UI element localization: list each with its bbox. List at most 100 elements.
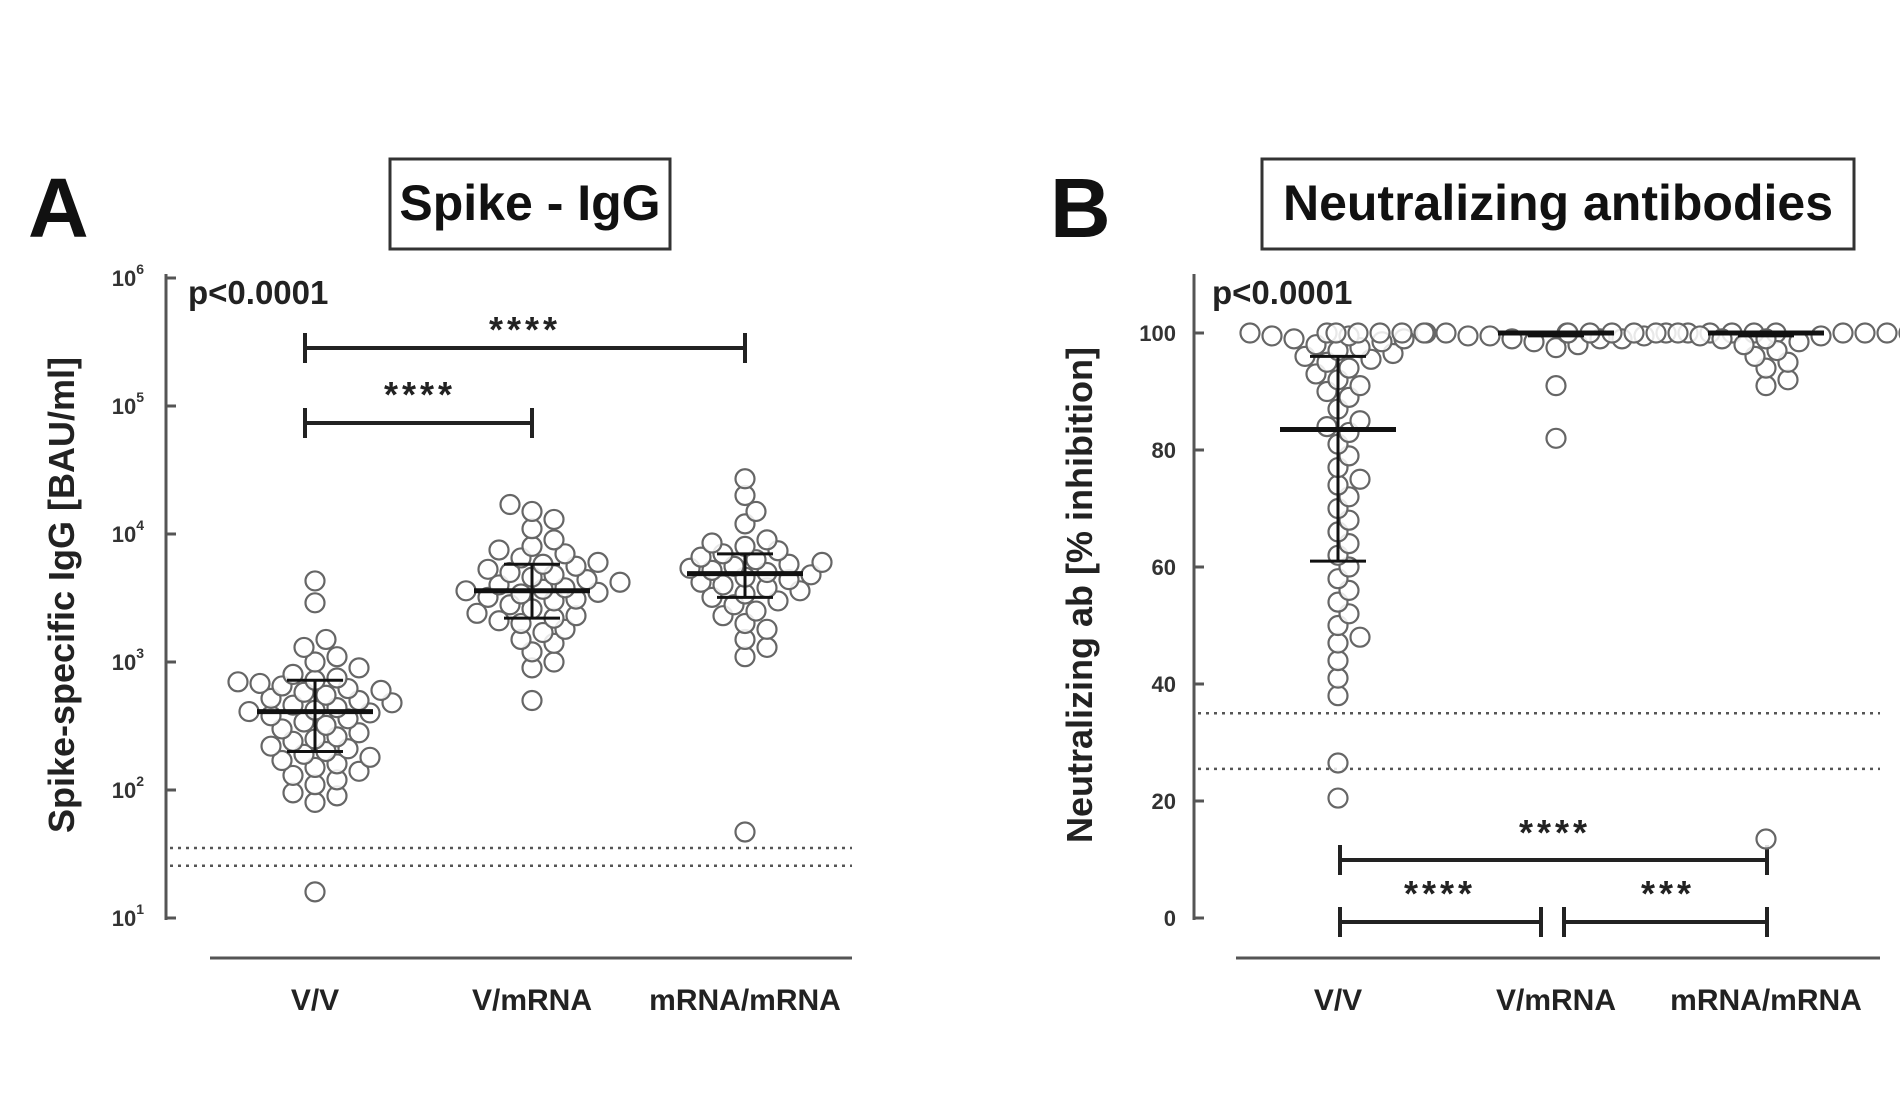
x-tick-label-a-vv: V/V	[291, 984, 339, 1017]
significance-bracket-a-vv-vmrna: ****	[303, 374, 534, 438]
p-value-a: p<0.0001	[188, 274, 328, 311]
data-point-b-0-42	[1283, 328, 1305, 350]
svg-text:40: 40	[1152, 672, 1176, 697]
data-point-b-0-25	[1316, 416, 1338, 438]
significance-bracket-b-vv-mrna: ****	[1338, 812, 1769, 875]
panel-b: B Neutralizing antibodies p<0.0001 Neutr…	[1050, 157, 1900, 1017]
data-point-a-2-35	[734, 468, 756, 490]
x-tick-label-a-mrnamrna: mRNA/mRNA	[649, 984, 841, 1017]
svg-text:101: 101	[112, 901, 144, 931]
svg-text:105: 105	[112, 389, 144, 419]
panel-letter-b: B	[1050, 161, 1111, 255]
panel-a: A Spike - IgG p<0.0001 Spike-specific Ig…	[28, 157, 852, 1017]
data-point-b-1-10	[1457, 325, 1479, 347]
data-point-a-0-35	[370, 679, 392, 701]
data-point-b-2-15	[1854, 322, 1876, 344]
y-tick-a-2: 102	[112, 773, 176, 803]
significance-bracket-a-vv-mrna: ****	[303, 309, 747, 363]
y-tick-b-0: 0	[1164, 906, 1204, 931]
data-point-b-0-5	[1327, 632, 1349, 654]
data-point-b-0-45	[1261, 325, 1283, 347]
data-point-a-1-29	[477, 558, 499, 580]
svg-text:***: ***	[1641, 873, 1695, 914]
significance-bracket-b-vv-vmrna: ****	[1338, 873, 1543, 937]
data-point-b-1-19	[1369, 322, 1391, 344]
data-point-b-0-48	[1239, 322, 1261, 344]
svg-text:****: ****	[489, 309, 561, 350]
data-point-b-2-11	[1810, 325, 1832, 347]
data-point-a-0-46	[293, 636, 315, 659]
data-point-b-0-33	[1338, 357, 1360, 379]
data-point-b-2-2	[1777, 369, 1799, 391]
data-point-a-0-6	[282, 764, 304, 787]
data-point-b-0-3	[1327, 667, 1349, 689]
data-point-a-2-24	[811, 551, 833, 573]
y-tick-b-40: 40	[1152, 672, 1204, 697]
data-point-a-0-39	[227, 671, 249, 693]
data-point-a-2-4	[756, 618, 778, 640]
svg-text:103: 103	[112, 645, 144, 675]
chart-title-a: Spike - IgG	[399, 175, 660, 231]
data-point-b-0-0	[1327, 787, 1349, 809]
data-point-a-1-36	[521, 535, 543, 558]
panel-letter-a: A	[28, 161, 89, 255]
x-tick-label-b-vmrna: V/mRNA	[1496, 984, 1616, 1017]
data-point-a-2-2	[756, 636, 778, 659]
svg-text:****: ****	[1404, 873, 1476, 914]
x-tick-label-a-vmrna: V/mRNA	[472, 984, 592, 1017]
y-tick-a-4: 104	[112, 517, 176, 547]
data-point-b-1-1	[1545, 375, 1567, 397]
y-tick-a-6: 106	[112, 261, 176, 291]
significance-bracket-b-vmrna-mrna: ***	[1562, 873, 1769, 937]
x-tick-label-b-mrnamrna: mRNA/mRNA	[1670, 984, 1862, 1017]
data-point-b-2-17	[1876, 322, 1898, 344]
data-point-a-1-41	[499, 493, 521, 516]
svg-text:102: 102	[112, 773, 144, 803]
data-point-a-0-38	[249, 672, 271, 695]
y-axis-title-b: Neutralizing ab [% inhibition]	[1059, 347, 1100, 843]
y-tick-a-5: 105	[112, 389, 176, 419]
data-point-b-1-0	[1545, 427, 1567, 449]
chart-title-b: Neutralizing antibodies	[1283, 175, 1833, 231]
data-point-a-1-39	[543, 508, 565, 531]
data-point-a-1-34	[554, 543, 576, 565]
data-point-a-1-40	[521, 500, 543, 523]
data-point-a-0-0	[304, 881, 326, 903]
y-axis-title-a: Spike-specific IgG [BAU/ml]	[41, 357, 82, 833]
data-point-a-0-43	[348, 657, 370, 679]
x-tick-label-b-vv: V/V	[1314, 984, 1362, 1017]
y-tick-b-100: 100	[1139, 321, 1204, 346]
data-point-a-2-33	[745, 500, 767, 523]
data-point-a-1-35	[488, 539, 510, 561]
data-point-b-1-17	[1391, 322, 1413, 344]
data-point-a-1-32	[587, 551, 609, 573]
data-point-b-0-6	[1349, 626, 1371, 648]
data-point-a-0-49	[304, 570, 326, 592]
y-tick-b-80: 80	[1152, 438, 1204, 463]
svg-text:104: 104	[112, 517, 144, 547]
data-point-a-0-11	[359, 746, 381, 768]
data-point-b-2-0	[1755, 828, 1777, 850]
data-point-a-1-9	[488, 610, 510, 632]
data-point-a-0-1	[304, 791, 326, 814]
data-point-a-0-45	[326, 646, 348, 668]
data-point-a-0-7	[348, 760, 370, 782]
data-point-b-1-8	[1479, 325, 1501, 347]
data-point-b-2-18	[1623, 322, 1645, 344]
y-tick-b-20: 20	[1152, 789, 1204, 814]
data-point-a-1-0	[521, 689, 543, 712]
data-point-a-0-47	[315, 628, 337, 651]
plot-area-b	[1198, 322, 1900, 850]
data-point-b-1-13	[1435, 322, 1457, 344]
data-point-b-0-1	[1327, 752, 1349, 774]
data-point-b-2-14	[1667, 322, 1689, 344]
data-point-a-1-24	[609, 571, 631, 593]
data-point-b-0-20	[1349, 468, 1371, 490]
svg-text:****: ****	[384, 374, 456, 415]
svg-text:100: 100	[1139, 321, 1176, 346]
data-point-a-2-0	[734, 821, 756, 843]
svg-text:20: 20	[1152, 789, 1176, 814]
data-point-b-1-15	[1413, 322, 1435, 344]
y-tick-b-60: 60	[1152, 555, 1204, 580]
